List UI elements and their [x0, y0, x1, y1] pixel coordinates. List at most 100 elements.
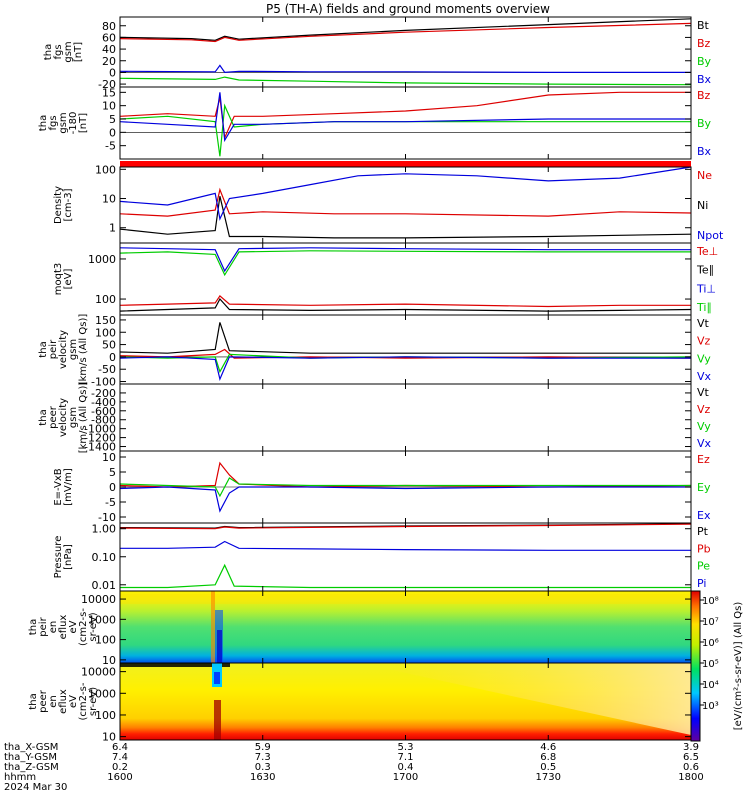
legend-peir_velocity-item: Vt [697, 317, 710, 330]
time-axis-value: 5.9 [255, 742, 271, 753]
panel-frame-fgs_gsm [119, 16, 692, 88]
time-axis-value: 1800 [678, 772, 703, 783]
panel-frame-fgs_dsl [119, 86, 692, 160]
y-tick-label: 100 [95, 163, 116, 176]
figure-title: P5 (TH-A) fields and ground moments over… [266, 2, 550, 16]
y-tick-label: -1000 [84, 423, 116, 436]
y-axis-label: sr-eV) [88, 687, 99, 716]
y-axis-label: gsm [63, 41, 74, 62]
colorbar-tick-label: 10⁵ [702, 659, 719, 670]
y-tick-label: 0 [109, 351, 116, 364]
series-density-ni [119, 196, 692, 239]
y-tick-label: 1 [109, 222, 116, 235]
legend-fgs_dsl-item: Bz [697, 89, 711, 102]
peir-spectrogram [120, 591, 691, 663]
series-density-ne [119, 187, 692, 217]
colorbar-tick-label: 10⁸ [702, 596, 719, 607]
legend-pressure-item: Pe [697, 560, 710, 573]
colorbar-tick-label: 10⁷ [702, 617, 719, 628]
legend-peir_velocity-item: Vx [697, 370, 712, 383]
legend-peer_velocity-item: Vz [697, 403, 711, 416]
series-peir_velocity-vx [119, 356, 691, 382]
time-axis-value: 7.4 [112, 752, 128, 763]
y-axis-label: [nT] [78, 113, 89, 133]
legend-fgs_dsl-item: Bx [697, 145, 712, 158]
legend-peir_velocity-item: Vz [697, 335, 711, 348]
y-tick-label: 15 [102, 86, 116, 99]
y-axis-label: [km/s (All Qs)] [78, 382, 89, 454]
time-axis-value: 0.4 [398, 762, 414, 773]
y-axis-label: Density [53, 186, 64, 224]
panel-legends: Bt Bz By Bx Bz By Bx Ne Ni Npot Te⊥ Te∥ Ti⊥ Ti∥ Vt Vz Vy… [696, 19, 724, 590]
y-axis-label: fgs [48, 115, 59, 130]
y-axis-label: tha [38, 409, 49, 425]
time-axis-value: 0.2 [112, 762, 128, 773]
time-axis-value: 3.9 [683, 742, 699, 753]
panel-frame-peer_velocity [119, 383, 692, 452]
y-axis-label: peir [38, 616, 49, 636]
legend-density-item: Npot [697, 229, 724, 242]
y-tick-label: 0.10 [92, 551, 117, 564]
y-tick-label: 40 [102, 43, 116, 56]
legend-pressure-item: Pb [697, 542, 711, 555]
y-tick-label: -5 [105, 496, 116, 509]
y-axis-label: fgs [53, 44, 64, 59]
time-axis-value: 1600 [107, 772, 132, 783]
y-axis-label: sr-eV) [88, 612, 99, 641]
y-axis-label: gsm [68, 339, 79, 360]
legend-peer_velocity-item: Vy [697, 420, 711, 433]
series-temperature-te∥ [119, 297, 692, 312]
y-tick-label: -600 [91, 405, 116, 418]
time-axis-value: 0.5 [540, 762, 556, 773]
y-axis-label: gsm [68, 407, 79, 428]
time-axis-value: 0.3 [255, 762, 271, 773]
y-axis-label: velocity [58, 398, 69, 437]
legend-peer_velocity-item: Vt [697, 386, 710, 399]
series-temperature-ti∥ [119, 250, 691, 277]
y-tick-label: 1000 [88, 687, 116, 700]
y-axis-label: tha [38, 341, 49, 357]
y-tick-label: -50 [98, 363, 116, 376]
y-tick-label: 0.01 [92, 579, 117, 592]
y-tick-label: 1000 [88, 613, 116, 626]
legend-density-item: Ne [697, 169, 712, 182]
series-temperature-ti⊥ [119, 247, 691, 273]
y-tick-label: 100 [95, 709, 116, 722]
y-axis-label: tha [43, 44, 54, 60]
y-axis-label: gsm [58, 112, 69, 133]
legend-peir_velocity-item: Vy [697, 352, 711, 365]
y-axis-label: eflux [58, 689, 69, 714]
y-tick-label: 10 [102, 100, 116, 113]
y-axis-label: velocity [58, 330, 69, 369]
series-fgs_gsm-bt [119, 18, 692, 41]
y-axis-label: [mV/m] [63, 468, 74, 506]
legend-efield-item: Ez [697, 453, 710, 466]
time-axis-row-label: tha_Y-GSM [4, 752, 57, 763]
legend-fgs_gsm-item: Bx [697, 73, 712, 86]
y-tick-label: 100 [95, 634, 116, 647]
colorbar-tick-label: 10⁴ [702, 680, 719, 691]
colorbar-tick-label: 10⁶ [702, 638, 719, 649]
colorbar-tick-label: 10³ [702, 701, 719, 712]
time-axis-value: 6.4 [112, 742, 128, 753]
series-fgs_dsl-bx [119, 92, 691, 143]
y-tick-label: 5 [109, 466, 116, 479]
y-tick-label: 5 [109, 113, 116, 126]
time-axis-value: 6.5 [683, 752, 699, 763]
time-axis-row-label: hhmm [4, 772, 36, 783]
time-axis-row-label: tha_Z-GSM [4, 762, 59, 773]
y-tick-label: 10 [102, 654, 116, 667]
y-axis-label: peir [48, 339, 59, 359]
y-tick-label: 100 [95, 293, 116, 306]
y-axis-label: Pressure [53, 536, 64, 579]
time-axis-value: 7.3 [255, 752, 271, 763]
y-tick-label: 1.00 [92, 523, 117, 536]
series-fgs_gsm-by [119, 76, 692, 86]
y-axis-label: [eV] [63, 269, 74, 290]
y-tick-label: -800 [91, 414, 116, 427]
legend-temperature-item: Ti∥ [696, 301, 712, 314]
series-density-npot [119, 166, 692, 221]
y-tick-label: -10 [98, 511, 116, 524]
y-tick-label: 50 [102, 339, 116, 352]
